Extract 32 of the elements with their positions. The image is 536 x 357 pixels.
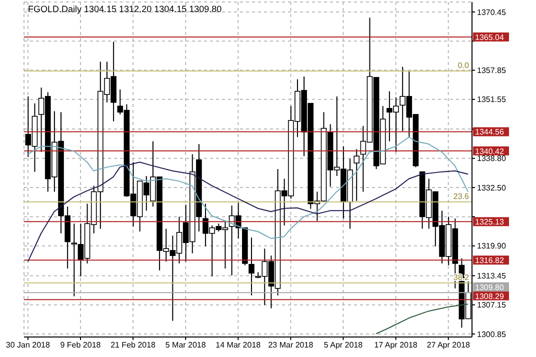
y-tick-label: 1319.90 bbox=[477, 242, 506, 251]
x-tick-label: 21 Feb 2018 bbox=[110, 340, 156, 350]
ref-line-label: 1325.13 bbox=[475, 218, 504, 227]
ref-line-label: 1340.42 bbox=[475, 146, 504, 156]
x-tick-label: 30 Jan 2018 bbox=[6, 340, 51, 350]
y-tick-label: 1332.50 bbox=[477, 183, 506, 192]
y-tick-label: 1357.85 bbox=[477, 66, 506, 76]
y-tick-label: 1351.55 bbox=[477, 95, 506, 104]
ref-line-label: 1344.56 bbox=[475, 128, 504, 137]
x-tick-label: 5 Mar 2018 bbox=[165, 340, 206, 350]
line-series bbox=[27, 136, 469, 239]
x-tick-label: 9 Feb 2018 bbox=[60, 340, 102, 350]
y-tick-label: 1370.45 bbox=[477, 8, 506, 17]
candlestick bbox=[354, 148, 360, 202]
line-series bbox=[27, 162, 469, 262]
x-tick-label: 23 Mar 2018 bbox=[268, 340, 314, 350]
x-tick-label: 17 Apr 2018 bbox=[374, 340, 418, 350]
annotation: 23.6 bbox=[453, 192, 470, 201]
y-tick-label: 1313.45 bbox=[477, 272, 506, 281]
ref-line-label: 1308.29 bbox=[475, 292, 504, 301]
y-tick-label: 1307.15 bbox=[477, 300, 506, 310]
ref-line-label: 1365.04 bbox=[475, 32, 504, 42]
chart-title: FGOLD.Daily 1304.15 1312.20 1304.15 1309.80 bbox=[28, 4, 222, 14]
annotation: 0.0 bbox=[458, 60, 470, 70]
y-tick-label: 1338.80 bbox=[477, 154, 506, 164]
x-tick-label: 14 Mar 2018 bbox=[216, 340, 262, 350]
y-tick-label: 1300.85 bbox=[477, 330, 506, 339]
x-tick-label: 27 Apr 2018 bbox=[426, 340, 470, 350]
ref-line-label: 1316.82 bbox=[475, 256, 504, 266]
candlestick bbox=[248, 237, 254, 296]
x-tick-label: 5 Apr 2018 bbox=[324, 340, 364, 350]
ref-line-label: 1309.80 bbox=[475, 282, 504, 292]
